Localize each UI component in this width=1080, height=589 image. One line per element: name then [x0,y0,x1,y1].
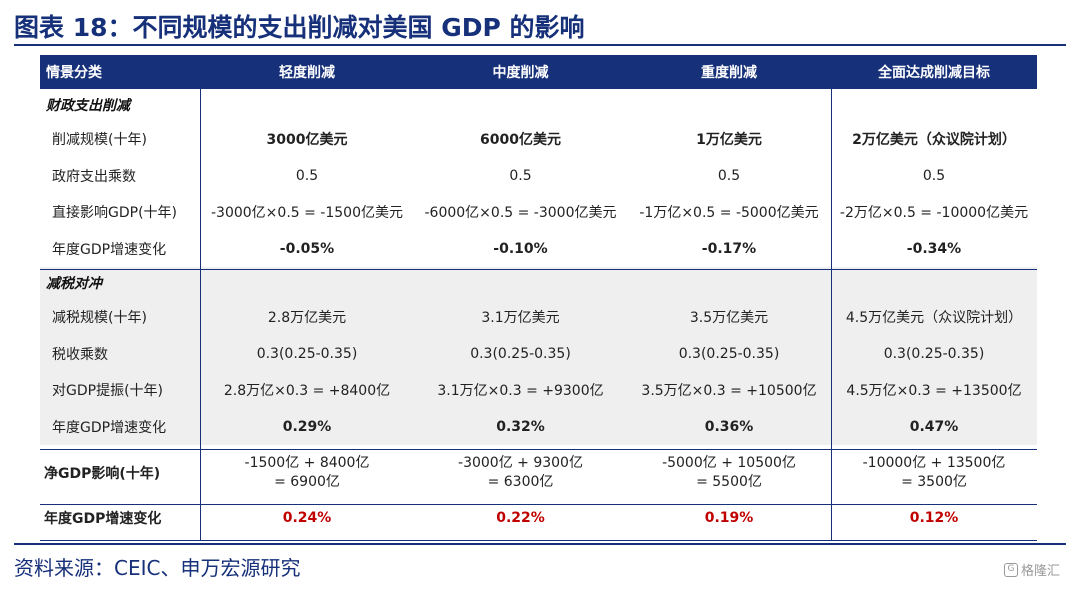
table-cell: 3.1万亿美元 [481,310,560,327]
table-cell: -10000亿 + 13500亿 = 3500亿 [831,445,1037,500]
row-label: 政府支出乘数 [52,168,136,185]
table-cell: 3000亿美元 [266,132,348,149]
table-header: 情景分类 轻度削减 中度削减 重度削减 全面达成削减目标 [40,55,1037,89]
table-cell: 3.1万亿×0.3 = +9300亿 [437,383,604,400]
row-label: 净GDP影响(十年) [44,465,161,482]
formula-line: -5000亿 + 10500亿 [662,454,796,471]
table-cell: 2.8万亿美元 [267,310,347,327]
table-cell: 0.3(0.25-0.35) [678,345,780,362]
table-cell: -0.17% [701,240,757,257]
header-light: 轻度削减 [279,65,335,81]
table-row: 减税规模(十年) 2.8万亿美元 3.1万亿美元 3.5万亿美元 4.5万亿美元… [40,299,1037,336]
table-cell: -1500亿 + 8400亿 = 6900亿 [200,445,414,500]
table-cell: -3000亿 + 9300亿 = 6300亿 [414,445,627,500]
page-title: 图表 18：不同规模的支出削减对美国 GDP 的影响 [14,13,585,42]
table-cell: 0.47% [909,418,959,435]
section-title-fiscal: 财政支出削减 [40,89,1037,121]
table-cell: -0.34% [906,240,962,257]
tax-section: 减税对冲 减税规模(十年) 2.8万亿美元 3.1万亿美元 3.5万亿美元 4.… [40,267,1037,445]
table-cell: 6000亿美元 [480,132,561,149]
table-cell: 0.24% [282,510,332,526]
section-label: 财政支出削减 [46,98,130,114]
watermark: G 格隆汇 [1004,560,1060,579]
gdp-impact-table: 情景分类 轻度削减 中度削减 重度削减 全面达成削减目标 财政支出削减 削减规模… [40,55,1037,541]
row-label: 税收乘数 [52,346,108,363]
table-row: 年度GDP增速变化 -0.05% -0.10% -0.17% -0.34% [40,231,1037,268]
table-cell: 0.36% [704,418,754,435]
formula-line: -3000亿 + 9300亿 [458,454,583,471]
table-cell: 0.5 [509,167,532,184]
table-cell: -0.05% [279,240,335,257]
row-label: 直接影响GDP(十年) [52,205,177,222]
table-cell: 4.5万亿美元（众议院计划） [845,310,1023,327]
table-cell: 0.19% [704,510,754,526]
watermark-text: 格隆汇 [1021,564,1061,579]
annual-growth-row: 年度GDP增速变化 0.24% 0.22% 0.19% 0.12% [40,500,1037,536]
table-cell: 2万亿美元（众议院计划） [852,132,1016,149]
table-row: 对GDP提振(十年) 2.8万亿×0.3 = +8400亿 3.1万亿×0.3 … [40,372,1037,409]
table-cell: 0.3(0.25-0.35) [883,345,985,362]
table-cell: 0.12% [909,510,959,526]
formula-line: -1500亿 + 8400亿 [244,454,370,471]
header-scenario: 情景分类 [46,65,102,81]
table-cell: 0.3(0.25-0.35) [256,345,358,362]
table-cell: 0.5 [922,167,946,184]
title-divider [14,44,1066,46]
table-cell: -0.10% [493,240,548,257]
net-impact-row: 净GDP影响(十年) -1500亿 + 8400亿 = 6900亿 -3000亿… [40,445,1037,500]
table-cell: -6000亿×0.5 = -3000亿美元 [424,205,617,222]
table-cell: 0.5 [295,167,319,184]
table-cell: 0.29% [282,418,332,435]
formula-line: -10000亿 + 13500亿 [862,454,1006,471]
table-cell: -2万亿×0.5 = -10000亿美元 [839,205,1029,222]
table-row: 税收乘数 0.3(0.25-0.35) 0.3(0.25-0.35) 0.3(0… [40,336,1037,373]
section-title-tax: 减税对冲 [40,267,1037,299]
fiscal-section: 财政支出削减 削减规模(十年) 3000亿美元 6000亿美元 1万亿美元 2万… [40,89,1037,267]
row-label: 年度GDP增速变化 [52,419,167,436]
table-row: 政府支出乘数 0.5 0.5 0.5 0.5 [40,158,1037,195]
table-cell: -5000亿 + 10500亿 = 5500亿 [627,445,831,500]
table-cell: 3.5万亿美元 [689,310,769,327]
column-divider [200,89,201,540]
row-label: 年度GDP增速变化 [52,241,167,258]
source-note: 资料来源：CEIC、申万宏源研究 [14,556,301,580]
result-line: = 5500亿 [696,473,762,490]
table-bottom-border [40,540,1037,541]
table-cell: -1万亿×0.5 = -5000亿美元 [639,205,819,222]
result-line: = 3500亿 [901,473,967,490]
section-label: 减税对冲 [46,276,102,292]
table-cell: 2.8万亿×0.3 = +8400亿 [223,383,391,400]
table-cell: 0.22% [496,510,545,526]
section-divider [40,449,1037,450]
table-cell: 4.5万亿×0.3 = +13500亿 [846,383,1022,400]
table-cell: 1万亿美元 [696,132,762,149]
row-label: 对GDP提振(十年) [52,383,163,400]
header-moderate: 中度削减 [492,65,549,81]
header-heavy: 重度削减 [701,65,757,81]
row-label: 削减规模(十年) [52,132,147,149]
column-divider [831,89,832,540]
table-row: 年度GDP增速变化 0.29% 0.32% 0.36% 0.47% [40,409,1037,446]
table-row: 直接影响GDP(十年) -3000亿×0.5 = -1500亿美元 -6000亿… [40,194,1037,231]
footer-divider [14,543,1066,545]
table-cell: 3.5万亿×0.3 = +10500亿 [641,383,817,400]
table-row: 削减规模(十年) 3000亿美元 6000亿美元 1万亿美元 2万亿美元（众议院… [40,121,1037,158]
row-label: 年度GDP增速变化 [44,511,162,527]
section-divider [40,269,1037,270]
row-divider [40,504,1037,505]
result-line: = 6300亿 [487,473,554,490]
table-cell: 0.5 [717,167,741,184]
result-line: = 6900亿 [274,473,340,490]
watermark-logo-icon: G [1004,562,1018,577]
table-cell: -3000亿×0.5 = -1500亿美元 [211,205,403,222]
row-label: 减税规模(十年) [52,310,147,327]
table-cell: 0.32% [496,418,545,435]
header-full: 全面达成削减目标 [878,65,990,81]
table-cell: 0.3(0.25-0.35) [470,345,571,362]
